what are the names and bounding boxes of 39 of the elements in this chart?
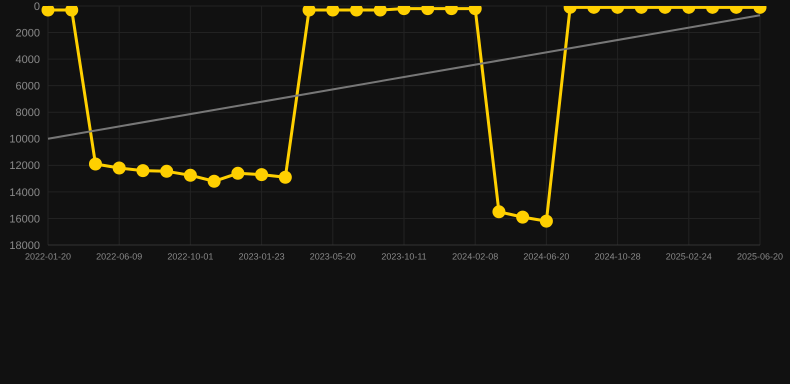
- point: [326, 6, 340, 16]
- x-tick-label: 2022-06-09: [96, 251, 142, 262]
- y-tick-label: 10000: [9, 134, 40, 146]
- point: [350, 6, 364, 16]
- y-tick-label: 16000: [9, 213, 40, 226]
- y-tick-label: 14000: [9, 186, 40, 199]
- point: [255, 168, 268, 182]
- point: [136, 164, 150, 178]
- point: [88, 158, 102, 171]
- point: [65, 6, 78, 16]
- point: [112, 161, 126, 174]
- x-tick-label: 2025-02-24: [666, 251, 712, 262]
- point: [231, 166, 244, 180]
- x-tick-label: 2023-10-11: [381, 251, 427, 262]
- x-tick-label: 2024-10-28: [594, 251, 641, 262]
- y-tick-label: 18000: [9, 240, 40, 252]
- x-tick-label: 2024-02-08: [452, 251, 498, 262]
- point: [540, 214, 553, 228]
- y-tick-label: 12000: [9, 160, 40, 172]
- y-tick-label: 8000: [16, 107, 40, 120]
- point: [374, 6, 387, 16]
- x-tick-label: 2022-10-01: [167, 251, 214, 262]
- point: [302, 6, 316, 16]
- y-tick-label: 0: [34, 0, 40, 13]
- y-tick-label: 6000: [16, 80, 40, 93]
- point: [42, 6, 54, 16]
- point: [278, 170, 292, 184]
- point: [492, 205, 506, 218]
- point: [160, 164, 174, 178]
- point: [184, 168, 197, 182]
- y-tick-label: 2000: [16, 27, 40, 40]
- x-tick-label: 2022-01-20: [24, 251, 72, 262]
- x-tick-label: 2023-05-20: [310, 251, 356, 262]
- x-tick-label: 2024-06-20: [523, 251, 570, 262]
- y-tick-label: 4000: [16, 54, 40, 66]
- point: [208, 174, 221, 188]
- point: [516, 210, 530, 224]
- x-tick-label: 2025-06-20: [736, 251, 784, 262]
- x-tick-label: 2023-01-23: [238, 251, 285, 262]
